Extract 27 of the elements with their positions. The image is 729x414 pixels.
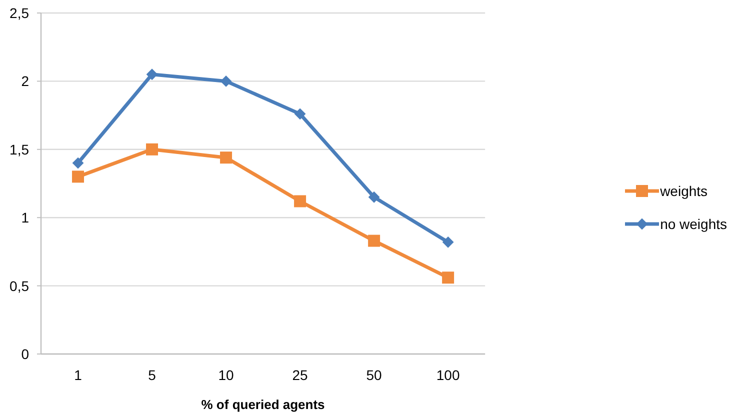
x-tick-label: 1 bbox=[74, 366, 82, 383]
point bbox=[294, 195, 306, 208]
x-tick-label: 50 bbox=[366, 366, 382, 383]
x-tick-label: 5 bbox=[148, 366, 156, 383]
x-tick-label: 25 bbox=[292, 366, 308, 383]
legend-label: weights bbox=[660, 182, 708, 198]
x-tick-label: 100 bbox=[436, 366, 460, 383]
y-tick-label: 2 bbox=[21, 73, 30, 90]
point bbox=[442, 236, 454, 248]
point bbox=[368, 234, 380, 247]
y-tick-label: 1,5 bbox=[10, 141, 30, 158]
point bbox=[220, 76, 232, 87]
y-tick-label: 0 bbox=[21, 346, 30, 362]
point bbox=[442, 272, 454, 284]
point bbox=[146, 143, 158, 156]
y-tick-label: 1 bbox=[21, 210, 30, 226]
point bbox=[294, 108, 306, 120]
y-tick-label: 2,5 bbox=[10, 4, 30, 21]
point bbox=[368, 192, 380, 203]
point bbox=[72, 170, 84, 183]
point bbox=[146, 68, 158, 80]
point bbox=[220, 152, 232, 164]
x-tick-label: 10 bbox=[218, 366, 234, 383]
x-axis-title: % of queried agents bbox=[201, 397, 325, 412]
point bbox=[72, 158, 84, 169]
legend-label: no weights bbox=[660, 216, 727, 232]
y-tick-label: 0,5 bbox=[10, 278, 30, 294]
